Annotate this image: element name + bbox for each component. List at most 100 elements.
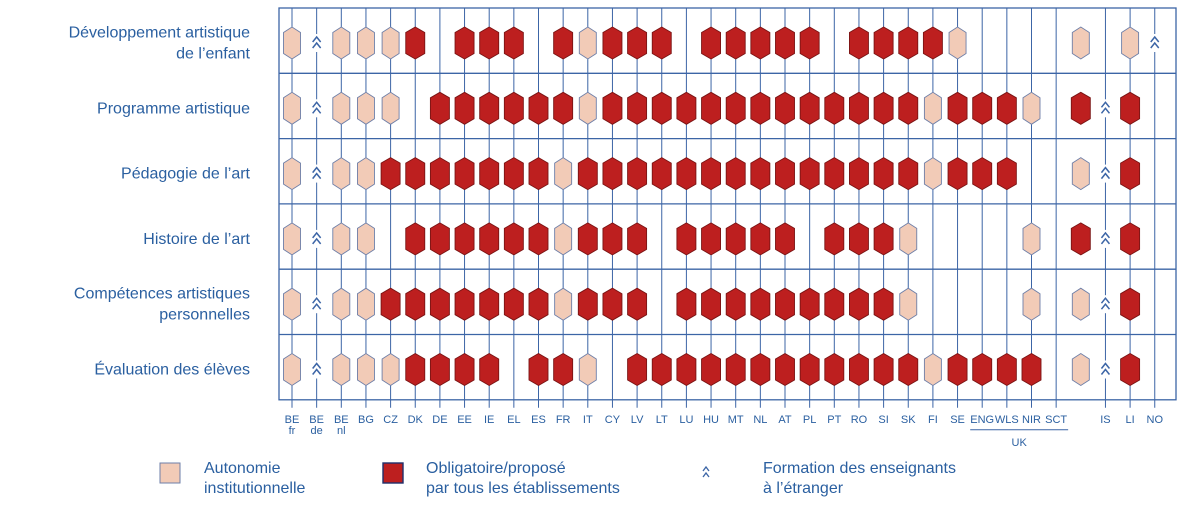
column-label: SI bbox=[878, 414, 888, 426]
cell-mandatory-el bbox=[503, 26, 524, 60]
cell-mandatory-at bbox=[775, 287, 795, 321]
cell-autonomy-blank bbox=[1071, 352, 1090, 387]
cell-mandatory-si bbox=[873, 352, 894, 387]
column-label: LI bbox=[1126, 414, 1135, 426]
row-label: Développement artistique bbox=[69, 25, 251, 42]
cell-mandatory-de bbox=[429, 222, 450, 256]
cell-mandatory-lv bbox=[627, 157, 648, 191]
cell-training-abroad-be-de bbox=[310, 164, 323, 183]
cell-mandatory-at bbox=[775, 157, 795, 191]
cell-mandatory-cz bbox=[380, 287, 401, 321]
cell-autonomy-sk bbox=[899, 222, 918, 256]
column-label: DE bbox=[432, 414, 447, 426]
legend-swatch-autonomy bbox=[159, 462, 181, 484]
cell-autonomy-be-fr bbox=[283, 26, 301, 60]
row-labels: Développement artistique de l’enfant Progr… bbox=[69, 25, 251, 379]
column-label: WLS bbox=[995, 414, 1019, 426]
cell-training-abroad-be-de bbox=[310, 360, 323, 379]
cell-mandatory-li bbox=[1120, 287, 1141, 321]
cell-mandatory-lt bbox=[651, 26, 672, 60]
cell-autonomy-be-fr bbox=[283, 157, 301, 191]
caret-bottom bbox=[312, 41, 322, 49]
column-label: BE bbox=[285, 414, 300, 426]
cell-mandatory-ie bbox=[479, 287, 500, 321]
cell-mandatory-eng bbox=[972, 91, 993, 125]
cell-mandatory-pt bbox=[824, 91, 845, 125]
cell-mandatory-mt bbox=[725, 91, 746, 125]
cell-autonomy-fr bbox=[554, 157, 573, 191]
cell-mandatory-nl bbox=[750, 91, 771, 125]
cell-mandatory-lu bbox=[676, 91, 697, 125]
cell-mandatory-at bbox=[775, 91, 795, 125]
cell-autonomy-cz bbox=[381, 91, 400, 125]
cell-mandatory-ro bbox=[849, 157, 869, 191]
cell-mandatory-lv bbox=[627, 352, 648, 387]
column-label: EL bbox=[507, 414, 520, 426]
cell-autonomy-be-nl bbox=[332, 222, 351, 256]
legend-caret-top bbox=[702, 465, 710, 472]
row-label: Évaluation des élèves bbox=[94, 360, 250, 379]
cell-autonomy-nir bbox=[1022, 222, 1041, 256]
cell-mandatory-de bbox=[429, 287, 450, 321]
cell-mandatory-ee bbox=[454, 352, 475, 387]
legend: Autonomie institutionnelle Obligatoire/pro… bbox=[159, 460, 956, 497]
cell-mandatory-lu bbox=[676, 157, 697, 191]
cell-mandatory-it bbox=[577, 287, 598, 321]
cell-mandatory-fi bbox=[922, 26, 943, 60]
cell-mandatory-es bbox=[528, 91, 549, 125]
cell-autonomy-be-fr bbox=[283, 91, 301, 125]
cell-mandatory-nl bbox=[750, 222, 771, 256]
caret-bottom bbox=[312, 237, 322, 245]
caret-top bbox=[312, 362, 322, 369]
column-label: NL bbox=[753, 414, 767, 426]
cell-mandatory-lt bbox=[651, 352, 672, 387]
legend-caret-bottom bbox=[702, 471, 710, 478]
cell-autonomy-fr bbox=[554, 287, 573, 321]
cell-autonomy-bg bbox=[357, 222, 375, 256]
cell-autonomy-it bbox=[578, 26, 597, 60]
column-label: NO bbox=[1147, 414, 1164, 426]
caret-bottom bbox=[312, 368, 322, 375]
caret-top bbox=[1150, 35, 1160, 43]
cell-autonomy-se bbox=[948, 26, 967, 60]
cell-mandatory-es bbox=[528, 157, 549, 191]
cell-mandatory-li bbox=[1120, 157, 1141, 191]
cell-mandatory-blank bbox=[1070, 91, 1091, 125]
legend-item-0: Autonomie institutionnelle bbox=[159, 460, 306, 497]
caret-bottom bbox=[312, 107, 322, 114]
cell-mandatory-pl bbox=[799, 287, 820, 321]
cell-mandatory-cz bbox=[380, 157, 401, 191]
cell-autonomy-be-nl bbox=[332, 157, 351, 191]
cell-mandatory-pl bbox=[799, 26, 820, 60]
cell-mandatory-dk bbox=[405, 157, 426, 191]
cell-mandatory-nl bbox=[750, 26, 771, 60]
caret-bottom bbox=[1100, 237, 1111, 245]
chart-marks bbox=[283, 26, 1161, 387]
cell-mandatory-si bbox=[873, 91, 894, 125]
legend-label: à l’étranger bbox=[763, 480, 844, 497]
cell-training-abroad-be-de bbox=[310, 99, 323, 118]
cell-autonomy-fi bbox=[923, 157, 942, 191]
cell-autonomy-be-nl bbox=[332, 287, 351, 321]
cell-mandatory-nir bbox=[1021, 352, 1042, 387]
cell-autonomy-fr bbox=[554, 222, 573, 256]
cell-mandatory-pt bbox=[824, 287, 845, 321]
cell-mandatory-lu bbox=[676, 222, 697, 256]
cell-mandatory-lt bbox=[651, 91, 672, 125]
cell-mandatory-sk bbox=[898, 26, 919, 60]
cell-autonomy-li bbox=[1121, 26, 1140, 60]
caret-top bbox=[1100, 296, 1111, 304]
column-label: IE bbox=[484, 414, 494, 426]
cell-mandatory-si bbox=[873, 157, 894, 191]
cell-mandatory-it bbox=[577, 222, 598, 256]
cell-mandatory-wls bbox=[996, 91, 1017, 125]
cell-autonomy-it bbox=[578, 91, 597, 125]
cell-mandatory-cy bbox=[602, 287, 623, 321]
cell-autonomy-bg bbox=[357, 26, 375, 60]
cell-mandatory-blank bbox=[1070, 222, 1091, 256]
cell-mandatory-de bbox=[429, 157, 450, 191]
cell-mandatory-at bbox=[775, 352, 795, 387]
cell-mandatory-li bbox=[1120, 352, 1141, 387]
cell-mandatory-ie bbox=[479, 91, 500, 125]
cell-autonomy-fi bbox=[923, 352, 942, 387]
